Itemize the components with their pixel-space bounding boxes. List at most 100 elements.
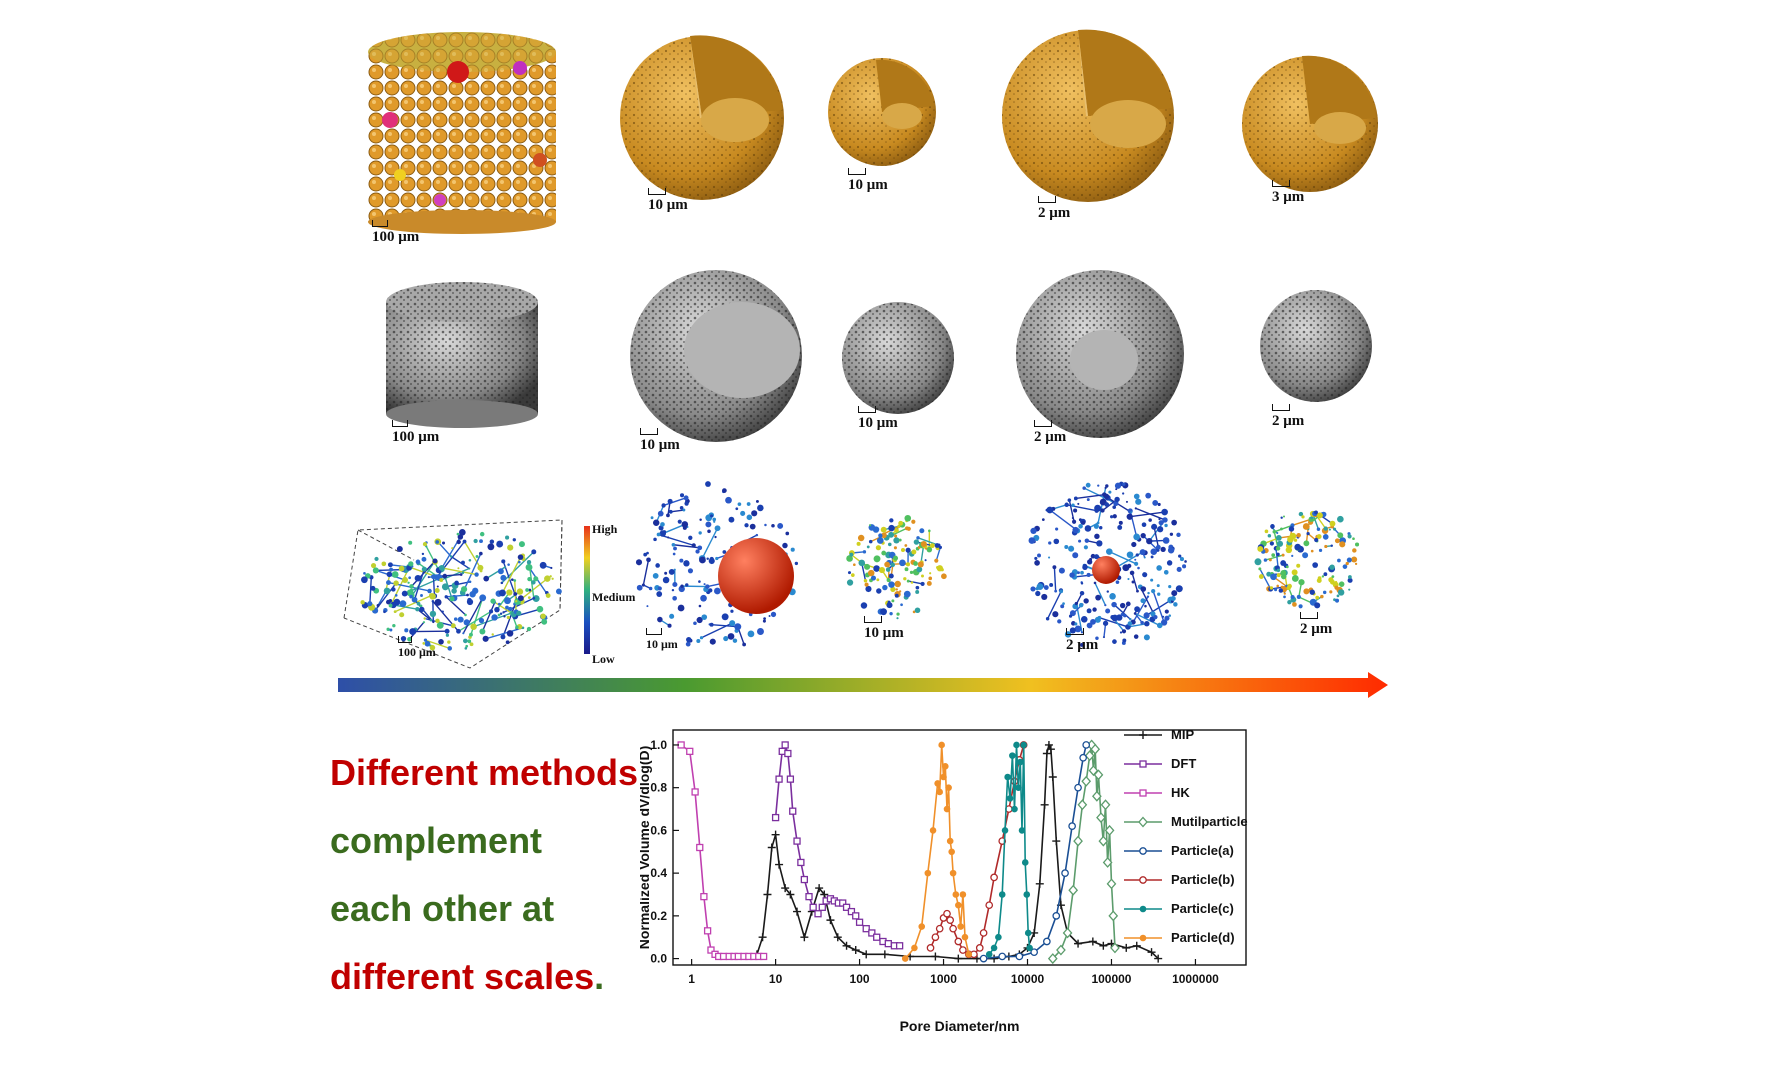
data-point-particle-c: [999, 892, 1005, 898]
scale-bar-r1-5: 3 μm: [1272, 180, 1304, 206]
data-point-mip: [1099, 942, 1107, 950]
colorbar: [584, 526, 590, 654]
data-point-mip: [931, 952, 939, 960]
data-point-particle-d: [966, 952, 972, 958]
data-point-hk: [678, 742, 684, 748]
data-point-mip: [759, 933, 767, 941]
series-hk: [678, 742, 766, 960]
data-point-particle-c: [1014, 742, 1020, 748]
legend-item-particle-b: Particle(b): [1124, 872, 1235, 887]
legend-label: DFT: [1171, 756, 1196, 771]
scale-bar-r3-2: 10 μm: [646, 628, 678, 652]
headline-line-4: different scales.: [330, 956, 604, 998]
legend-item-dft: DFT: [1124, 756, 1196, 771]
scale-bar-r3-3: 10 μm: [864, 616, 904, 642]
data-point-particle-c: [1007, 796, 1013, 802]
data-point-mip: [954, 955, 962, 963]
legend-item-particle-d: Particle(d): [1124, 930, 1235, 945]
pore-cylinder-model: [386, 282, 538, 428]
data-point-dft: [810, 904, 816, 910]
data-point-particle-c: [1002, 828, 1008, 834]
legend-label: HK: [1171, 785, 1190, 800]
data-point-dft: [794, 838, 800, 844]
data-point-mip: [852, 946, 860, 954]
series-line-hk: [681, 745, 764, 957]
data-point-dft: [776, 776, 782, 782]
data-point-mip: [1049, 773, 1057, 781]
large-pore-sphere: [718, 538, 794, 614]
data-point-dft: [801, 877, 807, 883]
colorbar-medium-label: Medium: [592, 590, 635, 605]
data-point-particle-b: [936, 925, 942, 931]
data-point-particle-c: [1022, 860, 1028, 866]
data-point-hk: [705, 928, 711, 934]
particle-c-model: [1002, 30, 1174, 202]
data-point-mutilparticle: [1109, 911, 1117, 920]
data-point-particle-d: [949, 849, 955, 855]
data-point-particle-b: [932, 934, 938, 940]
data-point-particle-d: [962, 934, 968, 940]
data-point-mip: [772, 831, 780, 839]
data-point-dft: [819, 904, 825, 910]
data-point-particle-d: [935, 781, 941, 787]
colorbar-low-label: Low: [592, 652, 615, 667]
data-point-particle-b: [986, 902, 992, 908]
legend-item-particle-a: Particle(a): [1124, 843, 1234, 858]
legend-item-particle-c: Particle(c): [1124, 901, 1234, 916]
data-point-mip: [768, 844, 776, 852]
data-point-hk: [697, 845, 703, 851]
legend-label: Particle(d): [1171, 930, 1235, 945]
data-point-particle-b: [991, 874, 997, 880]
legend-item-hk: HK: [1124, 785, 1190, 800]
colorbar-high-label: High: [592, 522, 617, 537]
data-point-particle-c: [1027, 945, 1033, 951]
data-point-particle-d: [946, 785, 952, 791]
data-point-mip: [793, 908, 801, 916]
data-point-hk: [687, 748, 693, 754]
data-point-particle-d: [956, 902, 962, 908]
pore-particle-b-model: [842, 302, 954, 414]
data-point-mutilparticle: [1102, 800, 1110, 809]
data-point-particle-b: [977, 945, 983, 951]
legend-label: Particle(c): [1171, 901, 1234, 916]
legend-label: Mutilparticle: [1171, 814, 1248, 829]
x-tick-label: 10: [769, 972, 783, 986]
data-point-particle-d: [944, 806, 950, 812]
data-point-particle-d: [902, 956, 908, 962]
legend-marker: [1140, 906, 1146, 912]
data-point-particle-d: [947, 838, 953, 844]
data-point-particle-c: [986, 952, 992, 958]
legend-marker: [1139, 731, 1147, 739]
pore-particle-c-model: [1016, 270, 1184, 438]
legend-label: Particle(b): [1171, 872, 1235, 887]
scale-bar-r3-5: 2 μm: [1300, 612, 1332, 638]
scale-bar-r3-4: 2 μm: [1066, 628, 1098, 654]
x-tick-label: 1000: [930, 972, 957, 986]
data-point-particle-b: [944, 911, 950, 917]
data-point-mutilparticle: [1078, 800, 1086, 809]
scale-bar-r3-1: 100 μm: [398, 636, 436, 660]
data-point-dft: [782, 742, 788, 748]
x-axis-label: Pore Diameter/nm: [900, 1018, 1020, 1034]
data-point-particle-d: [930, 828, 936, 834]
legend-label: MIP: [1171, 727, 1194, 742]
pore-sphere-c: [1092, 556, 1120, 584]
legend-marker: [1140, 761, 1146, 767]
data-point-mip: [763, 891, 771, 899]
scale-bar-r1-1: 100 μm: [372, 220, 419, 246]
data-point-dft: [874, 934, 880, 940]
legend-item-mutilparticle: Mutilparticle: [1124, 814, 1248, 829]
data-point-mutilparticle: [1107, 879, 1115, 888]
data-point-mip: [1036, 880, 1044, 888]
scale-bar-r2-4: 2 μm: [1034, 420, 1066, 446]
scale-bar-r2-2: 10 μm: [640, 428, 680, 454]
data-point-dft: [787, 776, 793, 782]
data-point-particle-d: [919, 924, 925, 930]
data-point-particle-c: [1016, 785, 1022, 791]
data-point-dft: [806, 894, 812, 900]
data-point-particle-b: [950, 925, 956, 931]
network-particle-b-model: [846, 515, 946, 619]
data-point-mip: [1133, 942, 1141, 950]
data-point-particle-d: [950, 870, 956, 876]
series-particle-c: [986, 742, 1032, 957]
